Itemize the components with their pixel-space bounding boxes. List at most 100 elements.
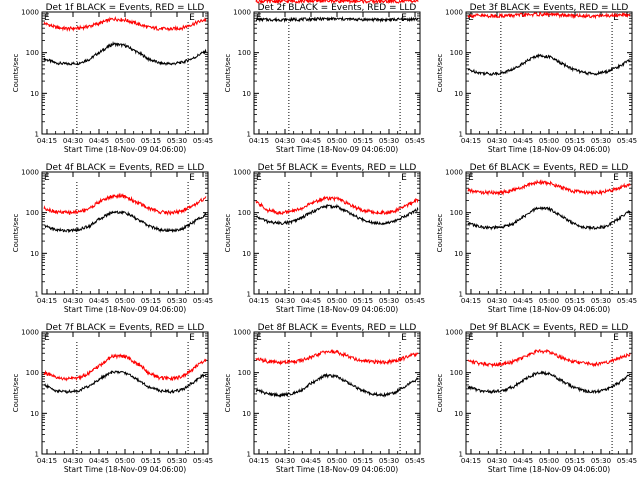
plot-frame [41,171,209,295]
x-tick-label: 05:30 [379,297,399,305]
x-tick-label: 05:15 [353,297,373,305]
x-tick-label: 05:00 [539,457,559,465]
y-tick-label: 1000 [445,9,463,17]
y-tick-label: 10 [242,410,251,418]
event-marker-label: E [44,173,50,183]
y-tick-label: 1000 [21,169,39,177]
y-tick-label: 100 [450,209,463,217]
plot-frame [253,11,421,135]
events-series-line [467,206,631,231]
y-tick-label: 10 [454,250,463,258]
lld-series-line [43,192,207,216]
x-tick-label: 05:00 [115,457,135,465]
event-marker-label: E [189,13,195,23]
x-tick-label: 04:30 [275,457,295,465]
x-tick-label: 04:15 [37,457,57,465]
chart-panel: Det 9f BLACK = Events, RED = LLD 1 10 100 10… [436,323,637,474]
y-tick-label: 100 [26,49,39,57]
x-tick-label: 04:15 [37,297,57,305]
y-tick-label: 1 [35,131,39,139]
y-tick-label: 10 [242,90,251,98]
event-marker-label: E [401,173,407,183]
x-tick-label: 05:15 [141,457,161,465]
lld-series-line [467,348,631,369]
x-tick-label: 05:30 [167,457,187,465]
x-tick-label: 05:45 [193,297,213,305]
x-tick-label: 05:30 [167,297,187,305]
y-tick-label: 1 [459,291,463,299]
events-series-line [44,210,207,234]
x-tick-label: 04:15 [249,297,269,305]
event-marker-label: E [189,173,195,183]
chart-title: Det 6f BLACK = Events, RED = LLD [470,163,629,173]
x-axis-label: Start Time (18-Nov-09 04:06:00) [64,145,186,154]
chart-panel: Det 8f BLACK = Events, RED = LLD 1 10 100 10… [224,323,425,474]
x-tick-label: 04:15 [461,457,481,465]
y-tick-label: 100 [450,369,463,377]
x-tick-label: 04:30 [487,137,507,145]
x-tick-label: 04:15 [461,297,481,305]
x-axis-label: Start Time (18-Nov-09 04:06:00) [64,305,186,314]
event-marker-label: E [613,173,619,183]
x-tick-label: 04:45 [301,457,321,465]
event-marker-label: E [613,13,619,23]
chart-panel: Det 1f BLACK = Events, RED = LLD 1 10 100 10… [12,3,213,154]
y-tick-label: 1000 [445,329,463,337]
y-axis-label: Counts/sec [436,54,444,93]
y-axis-label: Counts/sec [436,374,444,413]
x-axis-label: Start Time (18-Nov-09 04:06:00) [488,465,610,474]
x-tick-label: 04:15 [249,457,269,465]
x-tick-label: 04:45 [513,137,533,145]
x-tick-label: 04:30 [487,297,507,305]
event-marker-label: E [256,333,262,343]
events-series-line [43,40,207,67]
y-tick-label: 1000 [21,9,39,17]
y-tick-label: 1000 [233,169,251,177]
x-tick-label: 05:30 [379,137,399,145]
x-tick-label: 05:30 [591,297,611,305]
chart-panel: Det 7f BLACK = Events, RED = LLD 1 10 100 10… [12,323,213,474]
y-axis-label: Counts/sec [224,214,232,253]
y-tick-label: 10 [30,250,39,258]
y-tick-label: 10 [30,90,39,98]
lld-series-line [467,11,631,20]
event-marker-label: E [256,173,262,183]
chart-title: Det 7f BLACK = Events, RED = LLD [46,323,205,333]
lld-series-line [255,195,419,216]
event-marker-label: E [44,13,50,23]
y-tick-label: 1 [247,451,251,459]
y-tick-label: 1000 [445,169,463,177]
x-tick-label: 04:30 [487,457,507,465]
y-tick-label: 1000 [233,329,251,337]
y-tick-label: 1 [247,291,251,299]
x-tick-label: 05:15 [565,297,585,305]
chart-title: Det 5f BLACK = Events, RED = LLD [258,163,417,173]
y-tick-label: 10 [30,410,39,418]
chart-title: Det 2f BLACK = Events, RED = LLD [258,3,417,13]
x-tick-label: 05:00 [327,297,347,305]
x-tick-label: 05:45 [617,137,637,145]
event-marker-label: E [613,333,619,343]
y-tick-label: 100 [238,209,251,217]
event-marker-label: E [468,13,474,23]
y-tick-label: 100 [238,49,251,57]
x-tick-label: 05:15 [565,137,585,145]
x-tick-label: 04:15 [249,137,269,145]
y-tick-label: 1 [459,131,463,139]
y-tick-label: 1 [247,131,251,139]
x-tick-label: 05:00 [115,297,135,305]
x-axis-label: Start Time (18-Nov-09 04:06:00) [276,465,398,474]
x-tick-label: 05:00 [539,297,559,305]
event-marker-label: E [44,333,50,343]
y-axis-label: Counts/sec [436,214,444,253]
x-tick-label: 05:15 [353,137,373,145]
y-tick-label: 1 [35,291,39,299]
x-tick-label: 05:45 [193,137,213,145]
y-axis-label: Counts/sec [12,374,20,413]
x-tick-label: 04:45 [89,297,109,305]
chart-panel: Det 4f BLACK = Events, RED = LLD 1 10 100 10… [12,163,213,314]
chart-title: Det 8f BLACK = Events, RED = LLD [258,323,417,333]
x-tick-label: 05:45 [405,137,425,145]
events-series-line [255,15,419,23]
y-tick-label: 1000 [233,9,251,17]
